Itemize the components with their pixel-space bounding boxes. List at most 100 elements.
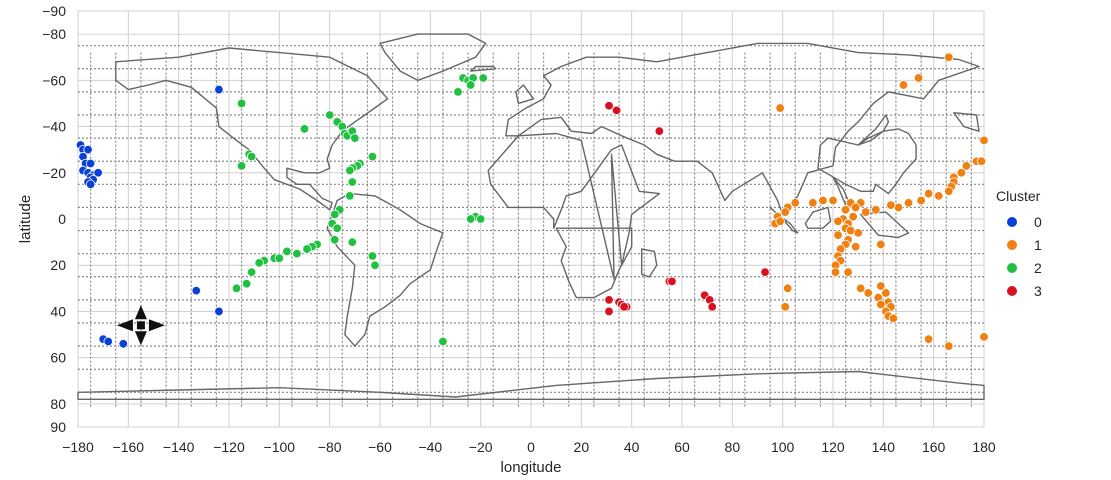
compass-rose-icon <box>116 305 165 346</box>
scatter-point-cluster-2 <box>475 214 486 224</box>
scatter-point-cluster-1 <box>783 283 793 294</box>
scatter-point-cluster-0 <box>93 168 103 178</box>
scatter-point-cluster-2 <box>345 191 355 201</box>
y-tick-label: 80 <box>50 396 66 412</box>
legend-label: 2 <box>1034 259 1042 276</box>
y-tick-label: −60 <box>42 72 66 88</box>
compass-arrow-icon <box>116 319 133 332</box>
scatter-point-cluster-1 <box>913 73 924 83</box>
map-coastline <box>555 227 633 299</box>
scatter-point-cluster-2 <box>241 279 252 289</box>
legend-marker-icon <box>1007 216 1017 227</box>
x-tick-label: 80 <box>725 439 741 455</box>
scatter-point-cluster-1 <box>956 168 967 178</box>
scatter-point-cluster-0 <box>118 339 129 349</box>
x-tick-label: 20 <box>574 439 590 455</box>
scatter-point-cluster-1 <box>944 186 954 196</box>
scatter-point-cluster-2 <box>347 177 358 187</box>
y-tick-label: 40 <box>50 303 66 319</box>
scatter-point-cluster-2 <box>367 251 378 261</box>
scatter-point-cluster-1 <box>916 195 926 206</box>
legend-label: 1 <box>1034 236 1042 253</box>
scatter-point-cluster-1 <box>976 156 987 166</box>
compass-arrow-icon <box>148 319 165 332</box>
x-tick-label: −140 <box>163 439 195 455</box>
x-tick-label: −60 <box>368 439 392 455</box>
scatter-point-cluster-1 <box>979 135 989 146</box>
scatter-point-cluster-1 <box>818 195 828 206</box>
scatter-point-cluster-2 <box>246 267 257 277</box>
scatter-point-cluster-3 <box>654 126 665 136</box>
legend-item-cluster-3: 3 <box>996 279 1096 302</box>
scatter-point-cluster-2 <box>302 244 312 254</box>
scatter-point-cluster-1 <box>898 80 909 90</box>
x-tick-label: −120 <box>213 439 245 455</box>
y-tick-label: −40 <box>42 119 66 135</box>
scatter-point-cluster-0 <box>85 158 96 169</box>
scatter-point-cluster-0 <box>214 84 224 95</box>
scatter-point-cluster-1 <box>775 216 785 227</box>
y-tick-label: −80 <box>42 26 66 42</box>
scatter-point-cluster-1 <box>944 341 954 351</box>
map-coastline <box>817 128 917 195</box>
legend-label: 3 <box>1034 282 1042 299</box>
scatter-point-cluster-2 <box>345 165 355 176</box>
scatter-point-cluster-1 <box>833 216 843 227</box>
y-axis-label: latitude <box>17 195 34 243</box>
map-coastline <box>326 192 444 347</box>
y-tick-label: 20 <box>50 257 66 273</box>
compass-center-icon <box>136 321 145 330</box>
scatter-point-cluster-1 <box>808 198 818 208</box>
x-tick-label: −20 <box>469 439 493 455</box>
x-tick-label: −100 <box>264 439 296 455</box>
x-tick-label: 160 <box>922 439 946 455</box>
legend-marker-icon <box>1007 285 1017 296</box>
map-coastline <box>641 248 658 278</box>
world-map-outline <box>77 33 985 409</box>
x-tick-label: 180 <box>972 439 996 455</box>
scatter-point-cluster-2 <box>438 336 448 347</box>
scatter-point-cluster-1 <box>944 52 954 62</box>
scatter-point-cluster-0 <box>103 336 113 347</box>
x-tick-label: 0 <box>527 439 535 455</box>
legend-item-cluster-2: 2 <box>996 256 1096 279</box>
map-coastline <box>505 42 980 216</box>
scatter-point-cluster-2 <box>236 98 247 109</box>
scatter-point-cluster-2 <box>465 80 476 90</box>
scatter-point-cluster-1 <box>876 299 886 310</box>
scatter-point-cluster-2 <box>246 151 257 162</box>
x-tick-label: 60 <box>674 439 690 455</box>
y-tick-label: −20 <box>42 165 66 181</box>
scatter-point-cluster-1 <box>855 283 866 294</box>
y-tick-label: −90 <box>42 3 66 19</box>
legend: Cluster 0 1 2 3 <box>996 188 1096 302</box>
y-tick-label: 60 <box>50 350 66 366</box>
legend-title: Cluster <box>996 188 1041 204</box>
scatter-point-cluster-2 <box>282 246 292 257</box>
x-tick-label: −40 <box>418 439 442 455</box>
map-coastline <box>857 114 890 146</box>
legend-label: 0 <box>1034 213 1042 230</box>
scatter-point-cluster-0 <box>191 285 201 296</box>
scatter-point-cluster-1 <box>775 103 785 113</box>
scatter-point-cluster-3 <box>604 295 614 305</box>
scatter-point-cluster-1 <box>903 198 914 208</box>
scatter-point-cluster-2 <box>292 248 302 259</box>
scatter-point-cluster-1 <box>780 302 790 312</box>
x-tick-label: 100 <box>771 439 795 455</box>
scatter-point-cluster-2 <box>332 223 342 233</box>
scatter-point-cluster-2 <box>231 283 242 294</box>
y-tick-label: 0 <box>58 211 66 227</box>
scatter-point-cluster-2 <box>367 151 378 162</box>
scatter-point-cluster-1 <box>828 195 838 206</box>
scatter-point-cluster-1 <box>840 205 851 215</box>
scatter-point-cluster-1 <box>850 242 861 252</box>
scatter-point-cluster-1 <box>850 202 861 213</box>
scatter-point-cluster-0 <box>83 144 93 155</box>
x-tick-label: −160 <box>113 439 145 455</box>
scatter-point-cluster-1 <box>843 267 853 277</box>
scatter-point-cluster-0 <box>214 306 224 317</box>
map-coastline <box>804 206 832 229</box>
scatter-point-cluster-2 <box>236 161 247 171</box>
